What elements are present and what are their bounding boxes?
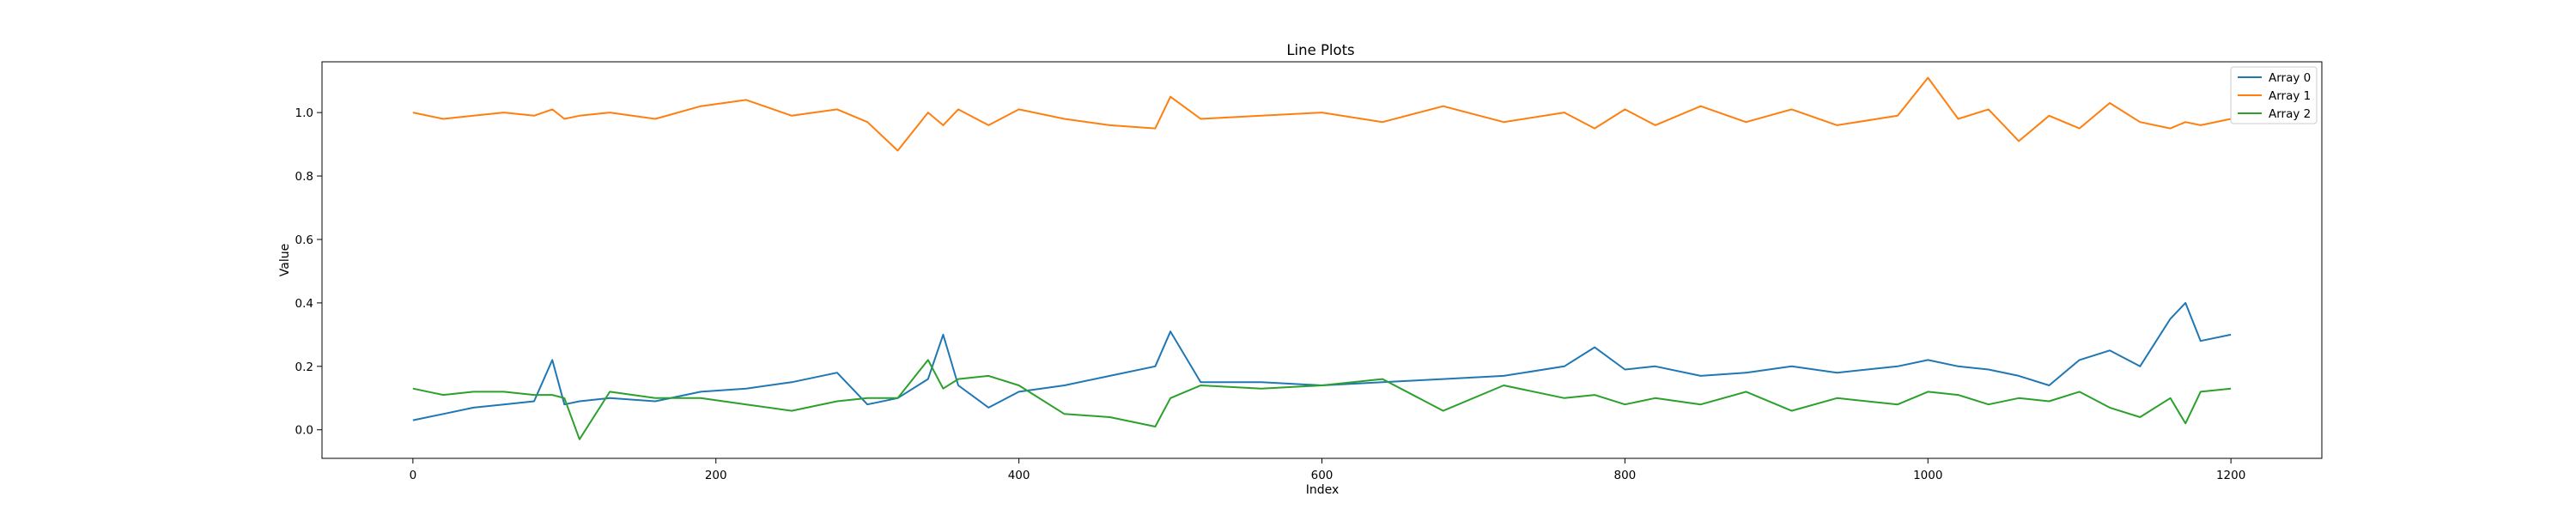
y-tick-label: 0.0 xyxy=(295,424,313,438)
y-tick-label: 1.0 xyxy=(295,106,313,120)
x-axis: 0 200 400 600 800 1000 1200 xyxy=(410,458,2245,482)
x-axis-label: Index xyxy=(1306,483,1340,497)
y-axis: 0.0 0.2 0.4 0.6 0.8 1.0 xyxy=(295,106,322,438)
legend-box xyxy=(2230,66,2318,124)
y-axis-label: Value xyxy=(278,244,292,276)
legend-label: Array 0 xyxy=(2269,71,2311,85)
x-tick-label: 400 xyxy=(1008,469,1030,482)
x-tick-label: 1000 xyxy=(1913,469,1942,482)
series-line-array-1 xyxy=(412,76,2232,152)
y-tick-label: 0.8 xyxy=(295,170,313,184)
y-tick-label: 0.4 xyxy=(295,297,313,311)
x-tick-label: 800 xyxy=(1613,469,1636,482)
x-tick-label: 0 xyxy=(410,469,417,482)
y-tick-label: 0.6 xyxy=(295,233,313,247)
legend-label: Array 2 xyxy=(2269,107,2311,121)
chart-title: Line Plots xyxy=(1286,42,1354,58)
y-tick-label: 0.2 xyxy=(295,360,313,374)
legend-label: Array 1 xyxy=(2269,89,2311,103)
series-line-array-0 xyxy=(412,301,2232,421)
x-tick-label: 200 xyxy=(705,469,727,482)
legend: Array 0 Array 1 Array 2 xyxy=(2230,66,2318,124)
series-line-array-2 xyxy=(412,359,2232,440)
series-lines xyxy=(412,76,2232,440)
x-tick-label: 600 xyxy=(1311,469,1334,482)
x-tick-label: 1200 xyxy=(2216,469,2245,482)
